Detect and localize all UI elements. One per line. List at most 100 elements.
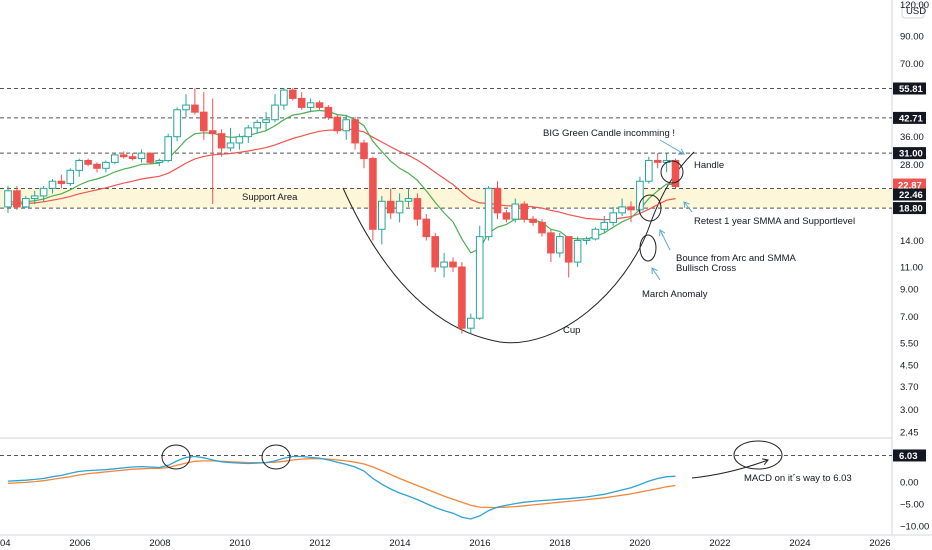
- candle-body[interactable]: [547, 232, 555, 254]
- candle-body[interactable]: [137, 152, 146, 160]
- candle-body[interactable]: [627, 206, 635, 211]
- macd-level-badge[interactable]: [893, 449, 926, 462]
- candle-body[interactable]: [324, 106, 333, 118]
- annotation-cup: Cup: [563, 325, 580, 336]
- candle-body[interactable]: [84, 159, 92, 165]
- candle-body[interactable]: [467, 317, 475, 329]
- candle-body[interactable]: [564, 236, 573, 263]
- support-area-zone: [0, 188, 892, 209]
- candle-body[interactable]: [164, 136, 172, 161]
- candle-body[interactable]: [306, 102, 315, 108]
- level-price-badge[interactable]: [893, 147, 926, 160]
- candle-body[interactable]: [538, 221, 546, 234]
- candle-body[interactable]: [449, 261, 457, 268]
- candle-body[interactable]: [369, 158, 377, 230]
- candle-body[interactable]: [75, 159, 84, 171]
- candle-body[interactable]: [440, 261, 448, 268]
- macd-tick-label: −5.00: [900, 500, 924, 511]
- candle-body[interactable]: [636, 180, 644, 211]
- candle-body[interactable]: [280, 89, 288, 106]
- candle-body[interactable]: [66, 169, 75, 185]
- candle-body[interactable]: [618, 206, 626, 214]
- level-price-badge[interactable]: [893, 202, 926, 215]
- candle-body[interactable]: [119, 154, 128, 158]
- candle-body[interactable]: [22, 198, 30, 208]
- candle-body[interactable]: [431, 236, 439, 268]
- candle-body[interactable]: [573, 239, 582, 263]
- candle-body[interactable]: [244, 127, 253, 138]
- price-tick-top-label: 120.00: [900, 0, 929, 11]
- candle-body[interactable]: [111, 154, 119, 163]
- candle-body[interactable]: [529, 218, 537, 223]
- candle-body[interactable]: [289, 89, 297, 99]
- candle-body[interactable]: [182, 104, 190, 111]
- candle-body[interactable]: [235, 136, 244, 144]
- candle-body[interactable]: [609, 212, 618, 223]
- candle-body[interactable]: [342, 119, 350, 132]
- price-tick-label: 14.00: [900, 236, 924, 247]
- candle-body[interactable]: [422, 218, 431, 238]
- candle-body[interactable]: [484, 187, 493, 238]
- candle-body[interactable]: [271, 104, 279, 121]
- macd-pane[interactable]: [7, 455, 676, 520]
- candle-body[interactable]: [333, 116, 342, 132]
- time-axis[interactable]: 04 2006 2008 2010 2012 2014 2016 2018 2020 2022 20…: [0, 538, 891, 549]
- macd-tick-label: 0.00: [900, 478, 919, 489]
- candle-body[interactable]: [502, 212, 511, 220]
- price-tick-label: 3.70: [900, 382, 919, 393]
- candle-body[interactable]: [378, 200, 386, 230]
- candle-body[interactable]: [128, 156, 137, 160]
- candle-body[interactable]: [582, 238, 591, 241]
- time-tick-label: 2012: [309, 538, 330, 549]
- candle-body[interactable]: [102, 161, 110, 169]
- candle-body[interactable]: [39, 187, 48, 197]
- candle-body[interactable]: [57, 180, 66, 185]
- candle-body[interactable]: [4, 190, 12, 208]
- candle-body[interactable]: [93, 163, 101, 169]
- candle-body[interactable]: [404, 198, 413, 202]
- candle-body[interactable]: [458, 266, 466, 329]
- candle-body[interactable]: [200, 111, 208, 132]
- candle-body[interactable]: [30, 195, 39, 200]
- candle-body[interactable]: [493, 187, 502, 214]
- annotation-arrowhead: [677, 148, 685, 155]
- candle-body[interactable]: [297, 97, 306, 108]
- candle-body[interactable]: [262, 119, 270, 123]
- time-tick-label: 2010: [229, 538, 250, 549]
- candle-body[interactable]: [48, 180, 57, 189]
- candle-body[interactable]: [226, 142, 235, 149]
- candle-body[interactable]: [413, 198, 422, 220]
- candle-body[interactable]: [556, 236, 564, 254]
- time-tick-label: 2016: [469, 538, 490, 549]
- candle-body[interactable]: [511, 203, 520, 220]
- candle-body[interactable]: [315, 102, 324, 108]
- level-price-badge[interactable]: [893, 188, 926, 201]
- candle-body[interactable]: [671, 159, 680, 188]
- candle-body[interactable]: [600, 221, 609, 230]
- candle-body[interactable]: [173, 109, 181, 138]
- candle-body[interactable]: [191, 104, 199, 113]
- candle-body[interactable]: [395, 200, 404, 214]
- candle-body[interactable]: [13, 190, 21, 208]
- candle-body[interactable]: [253, 121, 261, 129]
- candle-body[interactable]: [645, 159, 653, 182]
- candle-body[interactable]: [591, 228, 600, 240]
- currency-badge[interactable]: [901, 3, 925, 19]
- candle-body[interactable]: [155, 159, 164, 163]
- candle-body[interactable]: [386, 200, 395, 214]
- candle-body[interactable]: [146, 152, 155, 163]
- annotation-arrowhead: [683, 201, 690, 209]
- candle-body[interactable]: [217, 133, 226, 149]
- price-pane[interactable]: [4, 88, 680, 334]
- candle-body[interactable]: [475, 236, 484, 319]
- candle-body[interactable]: [360, 142, 368, 160]
- level-price-badge[interactable]: [893, 82, 926, 95]
- candle-body[interactable]: [653, 159, 662, 163]
- level-price-label: 31.00: [899, 149, 923, 160]
- time-tick-label: 2008: [149, 538, 170, 549]
- candle-body[interactable]: [208, 130, 217, 135]
- level-price-badge[interactable]: [893, 111, 926, 124]
- candle-body[interactable]: [351, 119, 359, 144]
- candle-body[interactable]: [520, 203, 529, 220]
